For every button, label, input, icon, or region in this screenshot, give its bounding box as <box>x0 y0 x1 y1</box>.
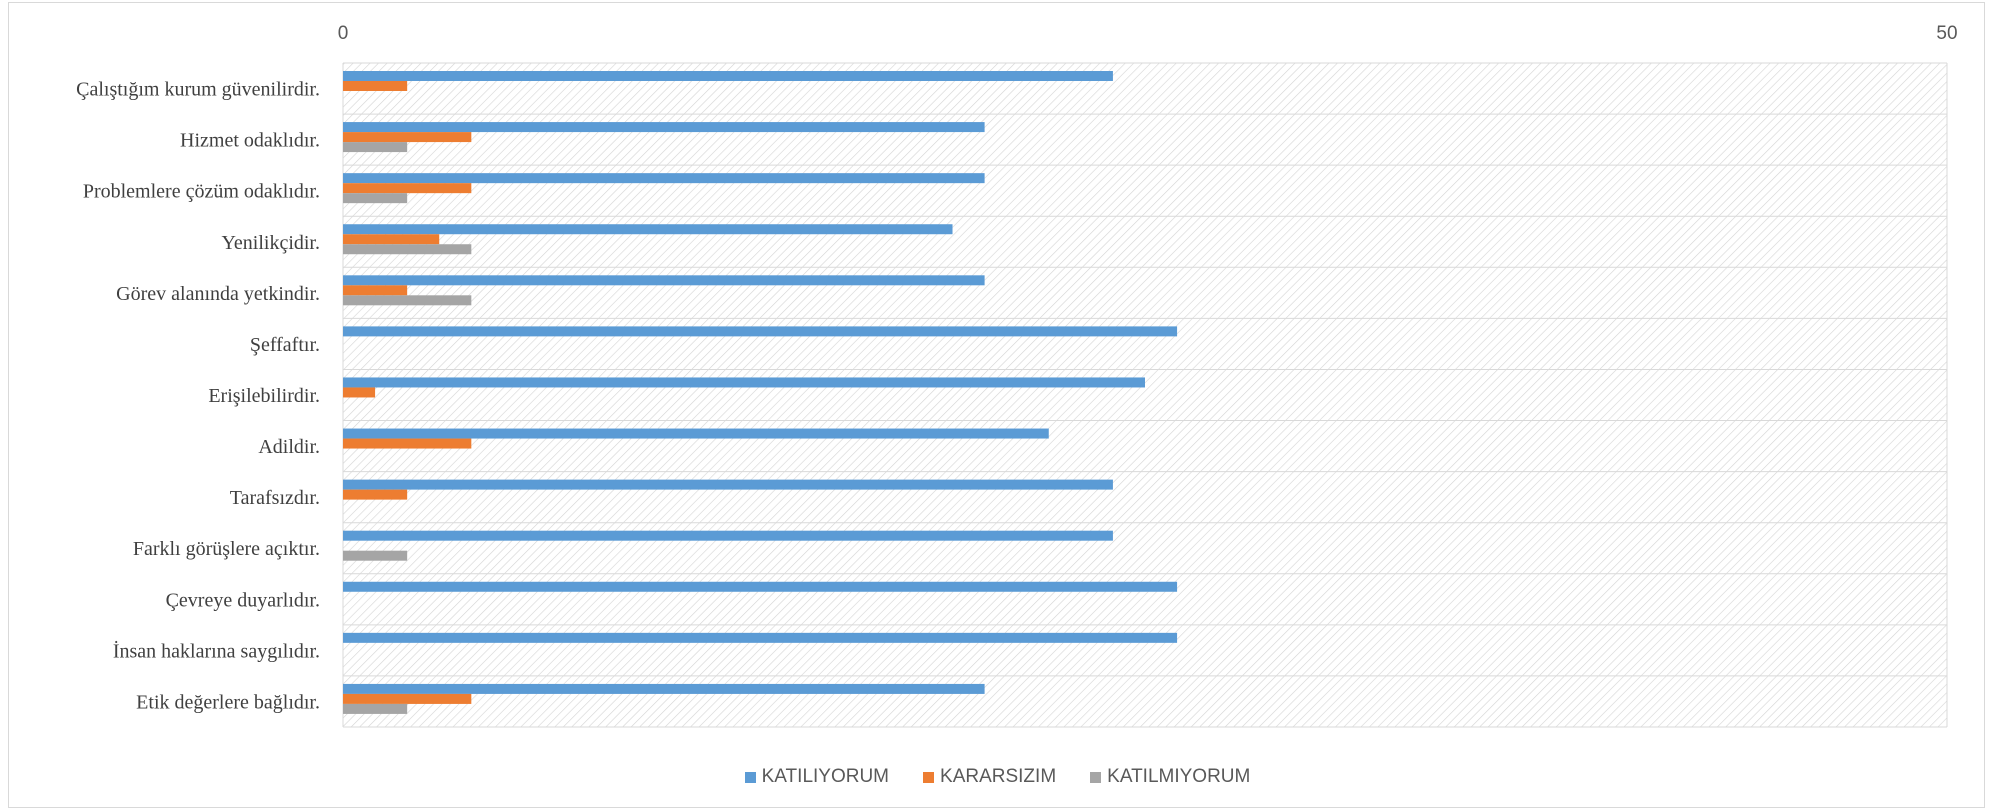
bar-kararsizim <box>343 285 408 296</box>
x-tick-label: 0 <box>338 23 349 44</box>
bar-katiliyorum <box>343 632 1178 643</box>
bar-katiliyorum <box>343 71 1113 81</box>
bar-katiliyorum <box>343 581 1178 592</box>
bar-katiliyorum <box>343 428 1049 439</box>
category-label: Adildir. <box>258 436 320 458</box>
bar-katilmiyorum <box>343 142 408 153</box>
bar-katiliyorum <box>343 377 1145 388</box>
bar-katilmiyorum <box>343 295 472 306</box>
bar-katiliyorum <box>343 683 985 694</box>
bar-katilmiyorum <box>343 550 408 561</box>
bar-katiliyorum <box>343 479 1113 490</box>
bar-katiliyorum <box>343 173 985 184</box>
legend-swatch <box>1090 771 1102 783</box>
bar-katiliyorum <box>343 275 985 286</box>
category-label: Hizmet odaklıdır. <box>180 130 320 152</box>
legend-swatch <box>923 771 935 783</box>
legend-item: KATILIYORUM <box>744 766 890 788</box>
category-label: Farklı görüşlere açıktır. <box>133 538 320 560</box>
category-label: Şeffaftır. <box>250 334 320 356</box>
category-label: Etik değerlere bağlıdır. <box>136 691 320 713</box>
bar-katilmiyorum <box>343 703 408 714</box>
legend-label: KATILIYORUM <box>761 766 890 787</box>
bar-kararsizim <box>343 234 440 245</box>
bar-katiliyorum <box>343 224 953 235</box>
legend-item: KARARSIZIM <box>923 766 1056 788</box>
category-label: Yenilikçidir. <box>221 232 320 254</box>
legend-label: KARARSIZIM <box>940 766 1057 787</box>
x-tick-label: 50 <box>1936 23 1957 44</box>
bar-katilmiyorum <box>343 244 472 255</box>
category-label: Erişilebilirdir. <box>208 385 320 407</box>
category-label: Çevreye duyarlıdır. <box>166 589 320 611</box>
category-label: Tarafsızdır. <box>230 487 320 509</box>
category-label: İnsan haklarına saygılıdır. <box>113 639 320 662</box>
bar-katiliyorum <box>343 122 985 133</box>
bar-kararsizim <box>343 438 472 449</box>
legend-item: KATILMIYORUM <box>1090 766 1250 788</box>
bar-kararsizim <box>343 81 408 91</box>
bar-kararsizim <box>343 693 472 704</box>
bar-kararsizim <box>343 387 376 398</box>
bar-katiliyorum <box>343 326 1178 337</box>
bar-katilmiyorum <box>343 193 408 204</box>
legend-label: KATILMIYORUM <box>1107 766 1251 787</box>
bar-kararsizim <box>343 489 408 500</box>
category-label: Görev alanında yetkindir. <box>116 283 320 305</box>
chart-legend: KATILIYORUM KARARSIZIM KATILMIYORUM <box>0 762 1995 792</box>
bar-kararsizim <box>343 132 472 143</box>
bar-kararsizim <box>343 183 472 194</box>
category-label: Problemlere çözüm odaklıdır. <box>83 181 320 203</box>
legend-swatch <box>744 771 756 783</box>
category-label: Çalıştığım kurum güvenilirdir. <box>76 79 320 101</box>
bar-katiliyorum <box>343 530 1113 541</box>
plot-area <box>343 63 1947 727</box>
